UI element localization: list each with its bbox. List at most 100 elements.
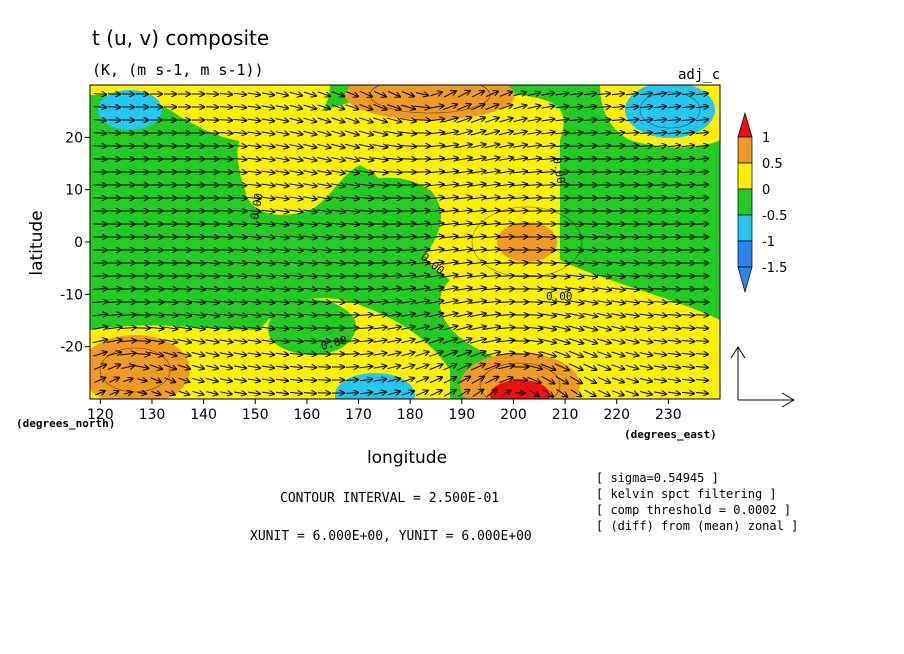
wind-vector (568, 275, 584, 277)
wind-vector (625, 365, 638, 369)
wind-vector (428, 106, 443, 109)
wind-vector (541, 93, 554, 95)
wind-vector (639, 93, 652, 94)
wind-vector (107, 94, 120, 95)
wind-vector (470, 339, 486, 344)
wind-vector (695, 159, 708, 160)
wind-vector (219, 198, 232, 199)
wind-vector (568, 325, 584, 330)
y-axis-label: latitude (27, 210, 47, 275)
wind-vector (512, 224, 528, 225)
wind-vector (275, 340, 289, 342)
wind-vector (93, 172, 107, 173)
wind-vector (471, 104, 484, 111)
wind-vector (639, 327, 652, 329)
x-axis-label: longitude (367, 448, 447, 468)
region-yellow-central (237, 95, 720, 399)
wind-vector (162, 327, 178, 329)
wind-vector (470, 197, 485, 199)
wind-vector (401, 365, 415, 370)
wind-vector (219, 159, 233, 160)
wind-vector (695, 145, 708, 146)
wind-vector (289, 353, 303, 354)
wind-vector (667, 211, 681, 212)
wind-vector (275, 379, 288, 381)
wind-vector (261, 249, 274, 250)
wind-vector (513, 132, 527, 135)
wind-vector (317, 144, 330, 147)
wind-vector (400, 288, 415, 290)
wind-vector (400, 301, 415, 303)
wind-vector (372, 131, 388, 135)
wind-vector (120, 315, 136, 316)
wind-vector (386, 301, 401, 303)
x-axis: 120 130 140 150 160 170 180 190 200 210 220 230 (87, 399, 682, 423)
x-tick-label: 200 (500, 407, 527, 423)
wind-vector (289, 249, 302, 251)
wind-vector (498, 250, 513, 251)
wind-vector (399, 132, 416, 134)
wind-vector (303, 105, 316, 109)
wind-vector (539, 351, 556, 357)
wind-vector (303, 367, 316, 368)
wind-vector (233, 171, 247, 172)
wind-vector (176, 340, 191, 343)
wind-vector (386, 132, 401, 135)
wind-vector (428, 184, 444, 185)
wind-vector (331, 144, 345, 147)
wind-vector (275, 171, 288, 173)
wind-vector (470, 157, 485, 160)
wind-vector (428, 197, 444, 198)
wind-vector (123, 379, 132, 382)
wind-vector (597, 133, 611, 134)
wind-vector (344, 223, 359, 224)
wind-vector (695, 211, 709, 212)
wind-vector (597, 146, 611, 147)
wind-vector (317, 249, 331, 250)
wind-vector (443, 91, 456, 98)
wind-vector (345, 367, 359, 368)
wind-vector (442, 300, 457, 303)
colorbar-label: -1 (762, 235, 775, 250)
wind-vector (289, 210, 302, 212)
wind-vector (498, 158, 514, 161)
xy-unit-text: XUNIT = 6.000E+00, YUNIT = 6.000E+00 (250, 529, 532, 544)
wind-vector (134, 353, 149, 354)
wind-vector (653, 379, 666, 381)
wind-vector (484, 223, 499, 224)
wind-vector (303, 184, 316, 186)
wind-vector (261, 132, 275, 134)
wind-vector (457, 91, 470, 98)
wind-vector (639, 119, 652, 120)
wind-vector (540, 275, 555, 276)
wind-vector (442, 197, 458, 199)
wind-vector (191, 340, 204, 343)
wind-vector (527, 376, 540, 383)
wind-vector (526, 158, 541, 160)
wind-vector (148, 327, 163, 329)
wind-vector (233, 211, 246, 212)
wind-vector (667, 119, 680, 120)
wind-vector (667, 379, 680, 381)
wind-vector (247, 301, 260, 303)
note-line: [ comp threshold = 0.0002 ] (596, 503, 791, 517)
wind-vector (261, 366, 274, 368)
wind-vector (456, 184, 472, 186)
wind-vector (107, 120, 120, 121)
wind-vector (219, 185, 233, 186)
wind-vector (345, 104, 359, 110)
wind-vector (177, 364, 190, 369)
wind-vector (92, 339, 107, 342)
wind-vector (428, 223, 443, 225)
wind-vector (611, 351, 625, 356)
wind-vector (414, 236, 430, 237)
wind-vector (247, 158, 261, 160)
wind-vector (499, 377, 512, 384)
wind-vector (540, 185, 555, 186)
wind-vector (569, 172, 583, 173)
wind-vector (555, 132, 568, 133)
wind-vector (653, 340, 667, 342)
wind-vector (625, 132, 639, 133)
wind-vector (695, 328, 708, 329)
wind-vector (653, 145, 667, 146)
